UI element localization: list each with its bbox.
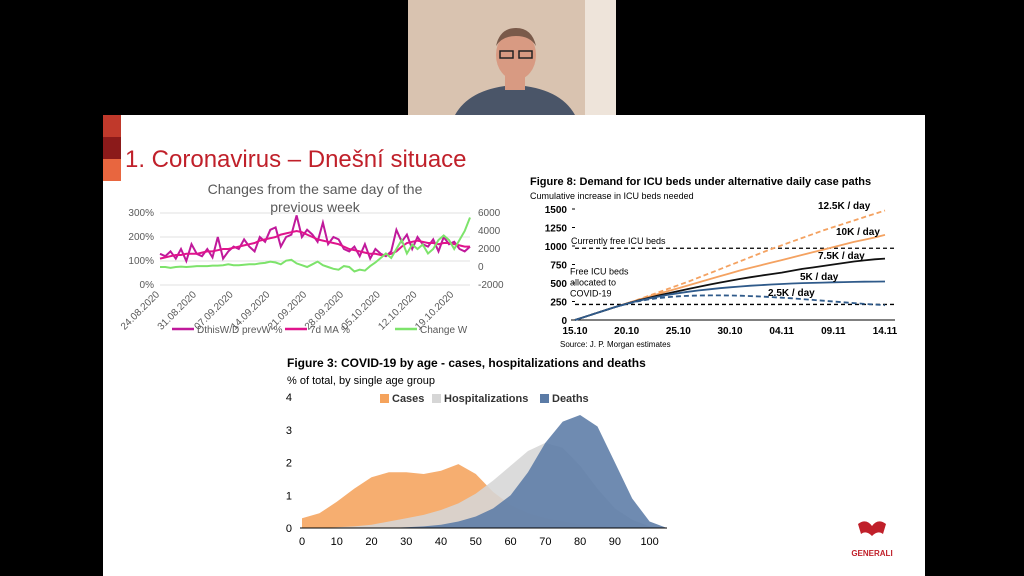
x-tick-label: 100	[640, 536, 658, 548]
legend-label: Change W	[420, 325, 468, 336]
x-tick-label: 20.10	[614, 326, 639, 337]
glasses	[518, 50, 533, 59]
chart-subtitle: % of total, by single age group	[287, 375, 435, 387]
x-tick-label: 10	[331, 536, 343, 548]
x-tick-label: 40	[435, 536, 447, 548]
line-series	[574, 209, 886, 321]
area-series	[302, 415, 667, 528]
reference-label: Free ICU beds	[570, 266, 629, 276]
slide-decor	[103, 115, 121, 137]
x-tick-label: 50	[470, 536, 482, 548]
webcam	[408, 0, 616, 115]
y2-tick-label: -2000	[478, 280, 504, 291]
legend-swatch	[380, 394, 389, 403]
y2-tick-label: 4000	[478, 226, 501, 237]
shirt	[455, 85, 575, 115]
y-tick-label: 250	[550, 298, 567, 309]
x-tick-label: 90	[609, 536, 621, 548]
head	[496, 30, 536, 80]
x-tick-label: 60	[504, 536, 516, 548]
y-tick-label: 2	[286, 458, 292, 470]
x-tick-label: 30	[400, 536, 412, 548]
chart-title: Figure 3: COVID-19 by age - cases, hospi…	[287, 356, 646, 370]
legend-label: DthisW/D prevW %	[197, 325, 283, 336]
y-tick-label: 1000	[545, 242, 568, 253]
y-tick-label: 300%	[128, 208, 154, 219]
line-series	[574, 280, 886, 321]
legend-label: Hospitalizations	[444, 393, 528, 405]
slide-decor	[103, 159, 121, 181]
hair	[496, 28, 536, 46]
series-label: 12.5K / day	[818, 201, 871, 212]
y-tick-label: 0%	[140, 280, 155, 291]
legend-label: Cases	[392, 393, 424, 405]
slide-decor	[103, 137, 121, 159]
series-label: 7.5K / day	[818, 251, 865, 262]
slide-title: 1. Coronavirus – Dnešní situace	[125, 146, 467, 173]
y-tick-label: 0	[286, 523, 292, 535]
y2-tick-label: 2000	[478, 244, 501, 255]
y-tick-label: 500	[550, 279, 567, 290]
series-label: 2.5K / day	[768, 288, 815, 299]
reference-label: Currently free ICU beds	[571, 236, 666, 246]
logo-mark	[858, 521, 886, 536]
y-tick-label: 0	[561, 316, 567, 327]
source: Source: J. P. Morgan estimates	[560, 340, 671, 349]
y2-tick-label: 0	[478, 262, 484, 273]
series-label: 5K / day	[800, 272, 839, 283]
reference-label: COVID-19	[570, 288, 612, 298]
legend-label: Deaths	[552, 393, 589, 405]
legend-swatch	[540, 394, 549, 403]
chart-title: Figure 8: Demand for ICU beds under alte…	[530, 176, 871, 188]
glasses	[499, 50, 514, 59]
x-tick-label: 09.11	[821, 326, 846, 337]
y-tick-label: 200%	[128, 232, 154, 243]
wall	[585, 0, 616, 115]
x-tick-label: 30.10	[717, 326, 742, 337]
x-tick-label: 25.10	[666, 326, 691, 337]
y-tick-label: 750	[550, 261, 567, 272]
x-tick-label: 20	[365, 536, 377, 548]
series-label: 10K / day	[836, 227, 880, 238]
y-tick-label: 1	[286, 490, 292, 502]
y-tick-label: 4	[286, 392, 292, 404]
y-tick-label: 100%	[128, 256, 154, 267]
y-tick-label: 1500	[545, 205, 568, 216]
y2-tick-label: 6000	[478, 208, 501, 219]
x-tick-label: 04.11	[769, 326, 794, 337]
line-series	[159, 229, 470, 260]
line-series	[160, 217, 471, 273]
legend-label: 7d MA %	[310, 325, 350, 336]
x-tick-label: 80	[574, 536, 586, 548]
logo: GENERALI	[851, 549, 892, 558]
x-tick-label: 15.10	[562, 326, 587, 337]
chart-title: Changes from the same day of the previou…	[207, 181, 423, 215]
legend-swatch	[432, 394, 441, 403]
x-tick-label: 70	[539, 536, 551, 548]
x-tick-label: 14.11	[873, 326, 898, 337]
chart-subtitle: Cumulative increase in ICU beds needed	[530, 191, 694, 201]
y-tick-label: 3	[286, 425, 292, 437]
x-tick-label: 0	[299, 536, 305, 548]
y-tick-label: 1250	[545, 224, 568, 235]
reference-label: allocated to	[570, 277, 616, 287]
